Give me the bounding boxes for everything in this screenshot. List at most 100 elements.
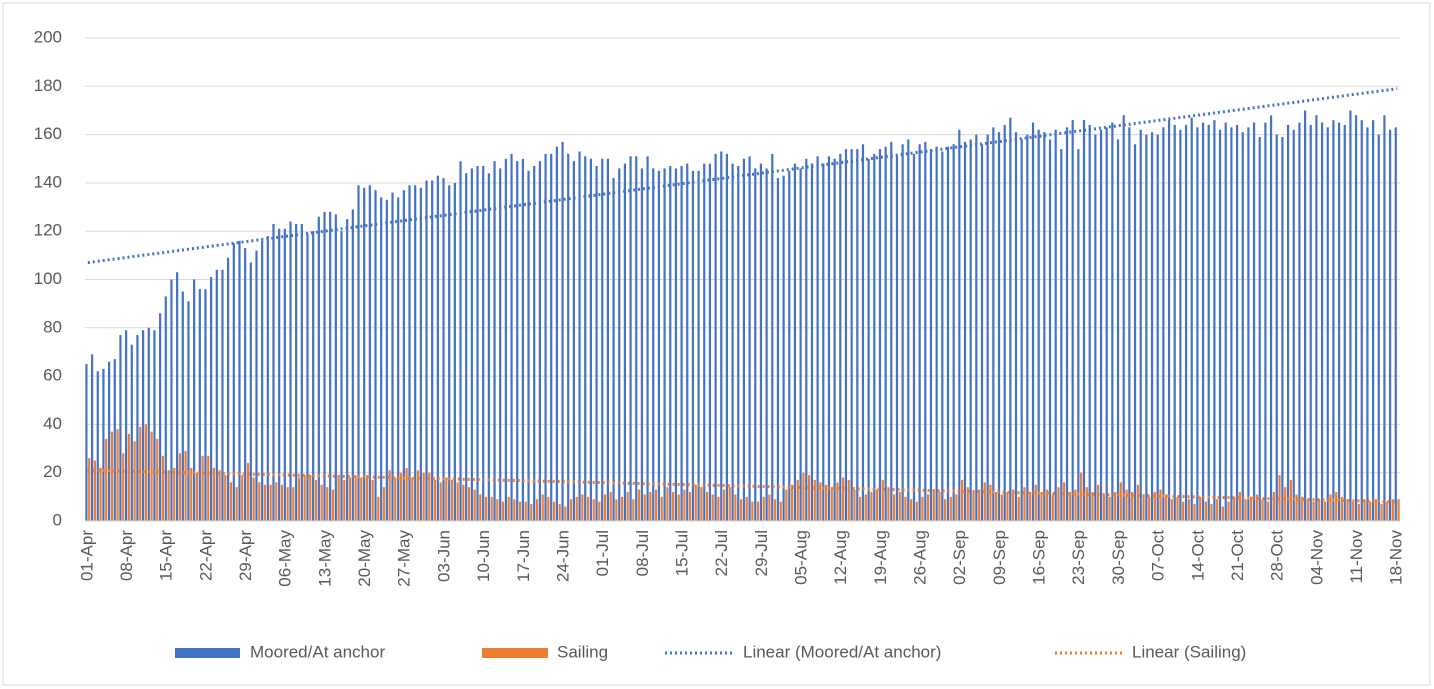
bar	[646, 156, 649, 521]
bar	[1167, 120, 1171, 522]
bar	[873, 153, 876, 522]
bar	[334, 214, 337, 522]
bar	[907, 139, 910, 521]
bar	[1029, 492, 1032, 521]
bar	[731, 163, 734, 521]
bar	[805, 158, 808, 521]
bar	[927, 494, 930, 521]
bar	[518, 501, 522, 521]
bar	[793, 163, 797, 521]
legend-swatch	[175, 648, 240, 658]
bar	[133, 441, 136, 521]
bar	[1187, 499, 1190, 521]
bar	[346, 219, 349, 521]
bar	[966, 487, 969, 521]
x-tick-label: 11-Nov	[1347, 530, 1366, 584]
bar	[640, 168, 644, 521]
x-tick-label: 02-Sep	[950, 530, 969, 585]
bar	[499, 168, 502, 521]
bar	[946, 146, 950, 522]
bar	[929, 149, 933, 521]
bar	[159, 313, 162, 521]
bar	[1337, 122, 1341, 522]
bar	[181, 291, 184, 521]
bar	[569, 499, 573, 521]
bar	[813, 479, 816, 521]
bar	[1170, 499, 1173, 521]
y-tick-label: 40	[43, 414, 62, 433]
bar	[581, 494, 584, 521]
bar	[167, 470, 170, 521]
bar	[1366, 127, 1369, 521]
bar	[969, 139, 972, 521]
bar	[683, 489, 686, 521]
bar	[360, 477, 363, 521]
bar	[380, 197, 383, 521]
bar	[405, 467, 408, 521]
bar	[1199, 496, 1202, 521]
bar	[768, 494, 771, 521]
bar	[1352, 501, 1355, 521]
bar	[357, 185, 360, 521]
bar	[728, 487, 731, 521]
bar	[876, 489, 879, 521]
bar	[521, 158, 524, 521]
legend-label: Moored/At anchor	[250, 642, 385, 661]
y-tick-label: 0	[53, 510, 62, 529]
bar	[1244, 499, 1247, 521]
bar	[516, 161, 519, 522]
bar	[1048, 139, 1052, 521]
bar	[654, 489, 658, 521]
bar	[504, 158, 507, 521]
bar	[283, 228, 286, 521]
x-tick-label: 16-Sep	[1030, 530, 1049, 585]
bar	[1017, 496, 1020, 521]
bar	[210, 277, 213, 521]
bar	[972, 492, 975, 521]
bar	[705, 492, 709, 521]
bar	[462, 484, 465, 521]
bar	[351, 209, 354, 521]
bar	[204, 289, 207, 521]
legend-label: Linear (Moored/At anchor)	[743, 642, 941, 661]
bar	[164, 296, 167, 521]
bar	[1122, 115, 1125, 521]
bar	[924, 141, 927, 521]
bar	[173, 467, 176, 521]
bar	[456, 482, 459, 521]
bar	[1034, 484, 1037, 521]
y-tick-label: 200	[34, 27, 62, 46]
bar	[1264, 122, 1267, 522]
bar	[326, 487, 329, 521]
bar	[156, 438, 159, 521]
bar	[354, 475, 357, 521]
bar	[841, 477, 845, 521]
x-tick-label: 03-Jun	[434, 530, 453, 582]
bar	[915, 501, 918, 521]
bar	[116, 429, 119, 521]
bar	[1097, 484, 1100, 521]
bar	[1003, 124, 1006, 521]
bar	[606, 158, 609, 521]
bar	[677, 494, 680, 521]
bar	[779, 501, 782, 521]
bar	[822, 163, 825, 521]
bar	[467, 487, 471, 521]
x-tick-label: 01-Jul	[593, 530, 612, 576]
y-tick-label: 160	[34, 124, 62, 143]
bar	[391, 192, 394, 521]
bar	[153, 330, 156, 521]
bar	[388, 470, 391, 521]
bar	[190, 467, 193, 521]
bar	[893, 494, 896, 521]
bar	[870, 492, 873, 521]
x-tick-label: 30-Sep	[1109, 530, 1128, 585]
y-tick-label: 180	[34, 76, 62, 95]
bar	[603, 494, 607, 521]
bar	[1000, 494, 1003, 521]
bar	[1148, 496, 1151, 521]
bar	[286, 487, 289, 521]
bar	[1136, 484, 1139, 521]
bar	[1323, 501, 1326, 521]
bar	[1269, 115, 1273, 521]
